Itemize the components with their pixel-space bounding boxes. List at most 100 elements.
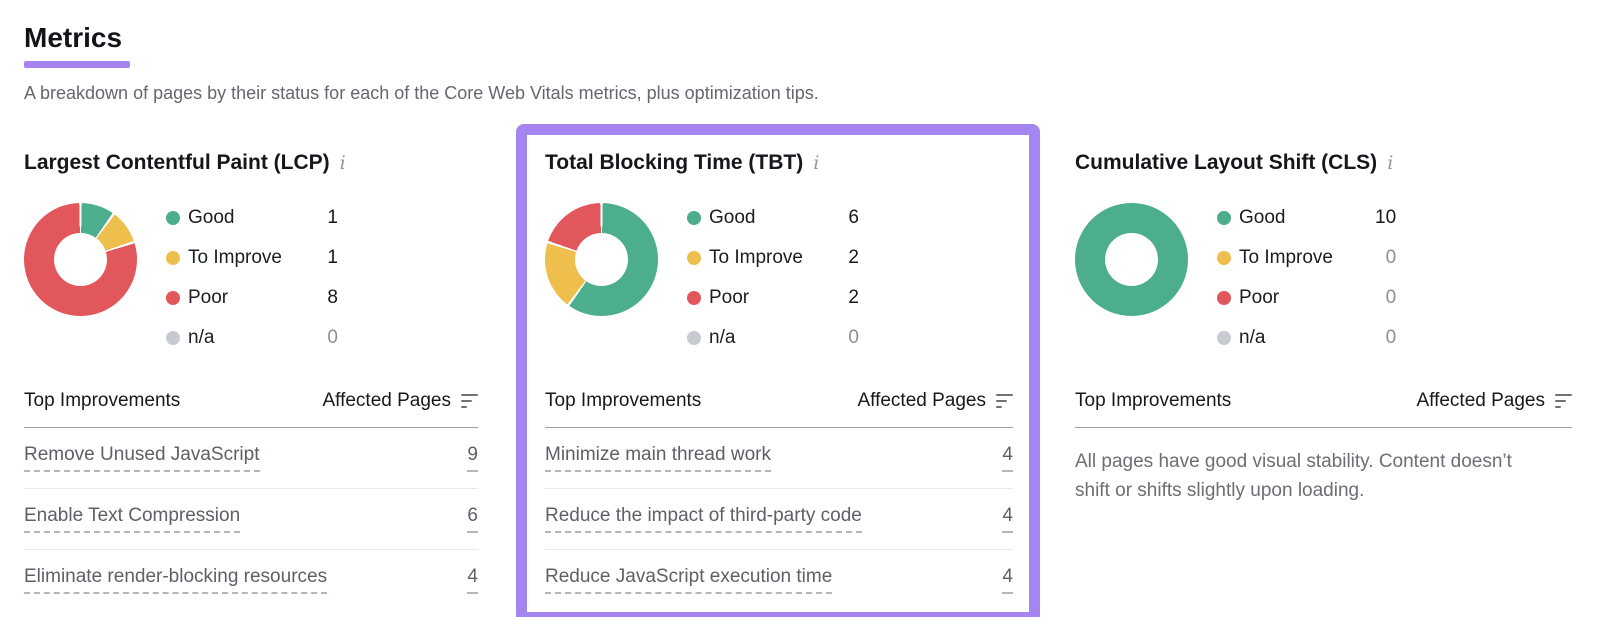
to-improve-dot-icon	[166, 251, 180, 265]
page-subtitle: A breakdown of pages by their status for…	[24, 83, 819, 103]
table-row: Enable Text Compression 6	[24, 488, 478, 549]
tbt-donut-chart	[545, 203, 658, 316]
metric-card-tbt-highlight-box: Total Blocking Time (TBT) i Good 6 To Im…	[516, 124, 1040, 617]
legend-label-to-improve: To Improve	[188, 247, 282, 268]
page-header: Metrics A breakdown of pages by their st…	[0, 22, 1600, 105]
page-title: Metrics	[24, 22, 123, 53]
table-row: Minimize main thread work 4	[545, 428, 1013, 488]
sort-icon	[996, 393, 1013, 409]
legend-label-poor: Poor	[1239, 287, 1280, 308]
cls-legend: Good 10 To Improve 0 Poor 0 n/a 0	[1217, 205, 1396, 351]
affected-pages-sort[interactable]: Affected Pages	[857, 390, 1013, 412]
legend-label-na: n/a	[709, 327, 736, 348]
legend-value-na: 0	[848, 327, 859, 348]
legend-value-to-improve: 2	[848, 247, 859, 268]
improvement-link[interactable]: Minimize main thread work	[545, 443, 771, 472]
tbt-chart-row: Good 6 To Improve 2 Poor 2 n/a 0	[545, 203, 1013, 353]
cls-status-note: All pages have good visual stability. Co…	[1075, 451, 1512, 501]
improvement-link[interactable]: Reduce the impact of third-party code	[545, 504, 862, 533]
tbt-info-icon[interactable]: i	[813, 152, 820, 174]
lcp-improvements-table: Top Improvements Affected Pages Remove U…	[24, 390, 478, 610]
legend-value-good: 1	[327, 207, 338, 228]
affected-pages-count[interactable]: 4	[1002, 565, 1013, 594]
tbt-title-row: Total Blocking Time (TBT) i	[545, 149, 1013, 177]
sort-icon	[461, 393, 478, 409]
cls-improvements-table: Top Improvements Affected Pages All page…	[1075, 390, 1572, 505]
poor-dot-icon	[1217, 291, 1231, 305]
lcp-chart-row: Good 1 To Improve 1 Poor 8 n/a 0	[24, 203, 478, 353]
lcp-title-row: Largest Contentful Paint (LCP) i	[24, 149, 478, 177]
legend-label-na: n/a	[188, 327, 215, 348]
improvement-link[interactable]: Reduce JavaScript execution time	[545, 565, 833, 594]
improvements-column-header: Top Improvements	[1075, 390, 1232, 411]
improvements-column-header: Top Improvements	[24, 390, 181, 411]
na-dot-icon	[1217, 331, 1231, 345]
legend-label-na: n/a	[1239, 327, 1266, 348]
lcp-title: Largest Contentful Paint (LCP)	[24, 151, 330, 174]
lcp-table-head: Top Improvements Affected Pages	[24, 390, 478, 428]
legend-value-poor: 8	[327, 287, 338, 308]
poor-dot-icon	[166, 291, 180, 305]
cls-title-row: Cumulative Layout Shift (CLS) i	[1075, 149, 1572, 177]
legend-label-good: Good	[188, 207, 235, 228]
legend-value-na: 0	[1385, 327, 1397, 348]
legend-value-good: 10	[1375, 207, 1397, 228]
improvements-column-header: Top Improvements	[545, 390, 702, 411]
cls-chart-row: Good 10 To Improve 0 Poor 0 n/a 0	[1075, 203, 1572, 353]
improvement-link[interactable]: Remove Unused JavaScript	[24, 443, 260, 472]
legend-label-to-improve: To Improve	[1239, 247, 1333, 268]
legend-value-to-improve: 0	[1385, 247, 1397, 268]
tbt-table-head: Top Improvements Affected Pages	[545, 390, 1013, 428]
cls-title: Cumulative Layout Shift (CLS)	[1075, 151, 1378, 174]
metric-card-lcp: Largest Contentful Paint (LCP) i Good 1 …	[0, 124, 516, 617]
affected-pages-count[interactable]: 6	[467, 504, 478, 533]
cls-table-head: Top Improvements Affected Pages	[1075, 390, 1572, 428]
affected-pages-count[interactable]: 4	[1002, 504, 1013, 533]
good-dot-icon	[166, 211, 180, 225]
legend-value-poor: 0	[1385, 287, 1397, 308]
legend-label-poor: Poor	[709, 287, 750, 308]
cls-info-icon[interactable]: i	[1387, 152, 1394, 174]
title-underline	[24, 61, 130, 68]
tbt-title: Total Blocking Time (TBT)	[545, 151, 804, 174]
legend-label-to-improve: To Improve	[709, 247, 803, 268]
cls-donut-chart	[1075, 203, 1188, 316]
good-dot-icon	[687, 211, 701, 225]
na-dot-icon	[687, 331, 701, 345]
metrics-row: Largest Contentful Paint (LCP) i Good 1 …	[0, 124, 1600, 617]
tbt-improvements-table: Top Improvements Affected Pages Minimize…	[545, 390, 1013, 610]
lcp-donut-chart	[24, 203, 137, 316]
na-dot-icon	[166, 331, 180, 345]
tbt-legend: Good 6 To Improve 2 Poor 2 n/a 0	[687, 205, 859, 351]
table-row: Eliminate render-blocking resources 4	[24, 549, 478, 610]
metric-card-cls: Cumulative Layout Shift (CLS) i Good 10 …	[1040, 124, 1600, 617]
legend-label-poor: Poor	[188, 287, 229, 308]
affected-pages-sort[interactable]: Affected Pages	[1416, 390, 1572, 412]
legend-label-good: Good	[1239, 207, 1286, 228]
legend-label-good: Good	[709, 207, 756, 228]
affected-pages-column-header: Affected Pages	[1416, 390, 1545, 411]
table-row: Reduce JavaScript execution time 4	[545, 549, 1013, 610]
table-row: Reduce the impact of third-party code 4	[545, 488, 1013, 549]
affected-pages-count[interactable]: 9	[467, 443, 478, 472]
affected-pages-sort[interactable]: Affected Pages	[322, 390, 478, 412]
improvement-link[interactable]: Enable Text Compression	[24, 504, 241, 533]
improvement-link[interactable]: Eliminate render-blocking resources	[24, 565, 328, 594]
table-row: Remove Unused JavaScript 9	[24, 428, 478, 488]
affected-pages-count[interactable]: 4	[467, 565, 478, 594]
legend-value-to-improve: 1	[327, 247, 338, 268]
legend-value-poor: 2	[848, 287, 859, 308]
affected-pages-column-header: Affected Pages	[322, 390, 451, 411]
to-improve-dot-icon	[687, 251, 701, 265]
lcp-info-icon[interactable]: i	[339, 152, 346, 174]
affected-pages-count[interactable]: 4	[1002, 443, 1013, 472]
legend-value-good: 6	[848, 207, 859, 228]
sort-icon	[1555, 393, 1572, 409]
poor-dot-icon	[687, 291, 701, 305]
affected-pages-column-header: Affected Pages	[857, 390, 986, 411]
lcp-legend: Good 1 To Improve 1 Poor 8 n/a 0	[166, 205, 338, 351]
legend-value-na: 0	[327, 327, 338, 348]
to-improve-dot-icon	[1217, 251, 1231, 265]
good-dot-icon	[1217, 211, 1231, 225]
